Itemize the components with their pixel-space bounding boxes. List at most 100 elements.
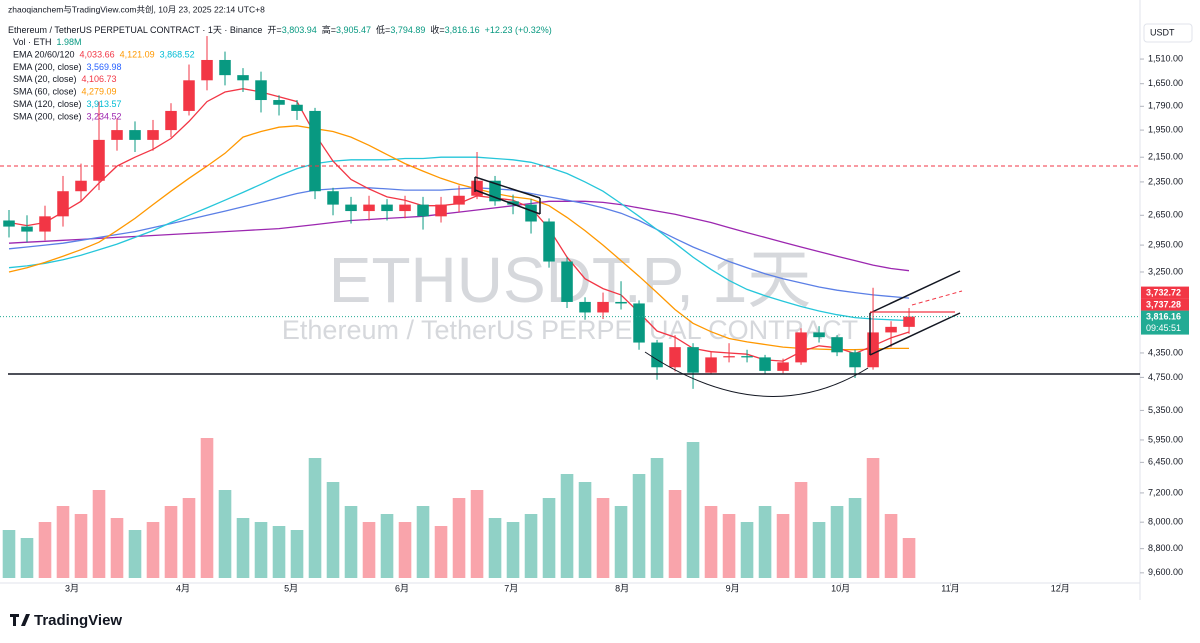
symbol-line: Ethereum / TetherUS PERPETUAL CONTRACT ·… (8, 24, 552, 35)
y-tick-label: 1,790.00 (1148, 101, 1183, 111)
volume-bar (2, 530, 16, 578)
volume-bar (272, 526, 286, 578)
legend-value: 1.98M (57, 37, 82, 47)
volume-bar (812, 522, 826, 578)
y-tick-label: 1,510.00 (1148, 53, 1183, 63)
footer-brand[interactable]: TradingView (34, 612, 122, 629)
candle-body (93, 139, 105, 181)
volume-bar (452, 498, 466, 578)
y-tick-label: 5,350.00 (1148, 405, 1183, 415)
candle-body (777, 362, 789, 371)
volume-bar (164, 506, 178, 578)
red-projection (911, 290, 963, 306)
volume-bar (506, 522, 520, 578)
candle-body (813, 332, 825, 338)
ohlc-label: 开= (267, 25, 281, 35)
legend-name[interactable]: EMA 20/60/120 (13, 50, 75, 60)
volume-bar (470, 490, 484, 578)
candle-body (39, 216, 51, 232)
candle-body (345, 204, 357, 212)
volume-bar (614, 506, 628, 578)
legend-value: 4,279.09 (82, 87, 117, 97)
wedge (869, 270, 961, 356)
price-tag (1141, 298, 1189, 311)
volume-bar (200, 438, 214, 578)
x-tick-label: 3月 (65, 583, 79, 593)
price-tag-countdown: 09:45:51 (1146, 323, 1181, 333)
volume-bar (488, 518, 502, 578)
volume-bar (794, 482, 808, 578)
volume-bar (38, 522, 52, 578)
candle-body (309, 110, 321, 192)
change: +12.23 (+0.32%) (485, 25, 552, 35)
volume-bar (398, 522, 412, 578)
legend-name[interactable]: SMA (20, close) (13, 75, 77, 85)
indicator-line (8, 156, 910, 322)
currency-box[interactable] (1143, 23, 1193, 43)
candle-body (741, 356, 753, 358)
legend-name[interactable]: Vol · ETH (13, 37, 52, 47)
legend-name[interactable]: EMA (200, close) (13, 62, 82, 72)
legend-name[interactable]: SMA (200, close) (13, 112, 82, 122)
y-tick-label: 5,950.00 (1148, 434, 1183, 444)
candle-body (129, 130, 141, 140)
legend-value: 3,569.98 (87, 62, 122, 72)
candle-body (633, 303, 645, 343)
ohlc-label: 高= (322, 24, 336, 35)
legend-name[interactable]: SMA (60, close) (13, 87, 77, 97)
volume-bar (128, 530, 142, 578)
flag (474, 176, 541, 215)
volume-bar (308, 458, 322, 578)
volume-bar (542, 498, 556, 578)
volume-bar (110, 518, 124, 578)
volume-bar (902, 538, 916, 578)
candle-body (381, 204, 393, 212)
ohlc-value: 3,905.47 (336, 25, 371, 35)
volume-bar (848, 498, 862, 578)
candle-body (471, 180, 483, 196)
volume-bar (362, 522, 376, 578)
candle-body (867, 332, 879, 368)
volume (2, 438, 916, 578)
legend-value: 3,913.57 (87, 99, 122, 109)
candle-body (417, 204, 429, 217)
volume-bar (668, 490, 682, 578)
legend-row: EMA (200, close) 3,569.98 (13, 62, 122, 72)
drawings (0, 165, 1140, 397)
volume-bar (650, 458, 664, 578)
legend-row: SMA (200, close) 3,234.52 (13, 112, 122, 122)
price-tag (1141, 310, 1189, 335)
legend-row: EMA 20/60/120 4,033.66 4,121.09 3,868.52 (13, 50, 195, 60)
candle-body (435, 204, 447, 217)
price-tag-label: 3,732.72 (1146, 287, 1181, 297)
legend-name[interactable]: SMA (120, close) (13, 99, 82, 109)
currency[interactable]: USDT (1150, 27, 1175, 37)
candle-body (687, 347, 699, 373)
ohlc-value: 3,803.94 (282, 25, 317, 35)
candle-body (597, 301, 609, 313)
volume-bar (740, 522, 754, 578)
candle-body (705, 357, 717, 373)
y-tick-label: 9,600.00 (1148, 567, 1183, 577)
candle-body (903, 316, 915, 327)
volume-bar (830, 506, 844, 578)
volume-bar (218, 490, 232, 578)
symbol[interactable]: Ethereum / TetherUS PERPETUAL CONTRACT ·… (8, 25, 262, 35)
candle-body (849, 352, 861, 368)
volume-bar (326, 482, 340, 578)
x-tick-label: 7月 (504, 583, 518, 593)
author-line: zhaoqianchem与TradingView.com共创, 10月 23, … (8, 4, 265, 14)
x-tick-label: 6月 (395, 583, 409, 593)
volume-bar (380, 514, 394, 578)
indicator-line (8, 125, 909, 351)
y-tick-label: 3,250.00 (1148, 266, 1183, 276)
x-tick-label: 9月 (726, 583, 740, 593)
volume-bar (632, 474, 646, 578)
ohlc-label: 低= (376, 24, 390, 35)
candle-body (57, 191, 69, 217)
candle-body (831, 337, 843, 353)
volume-bar (596, 498, 610, 578)
candle-body (273, 100, 285, 105)
candle-body (561, 261, 573, 302)
